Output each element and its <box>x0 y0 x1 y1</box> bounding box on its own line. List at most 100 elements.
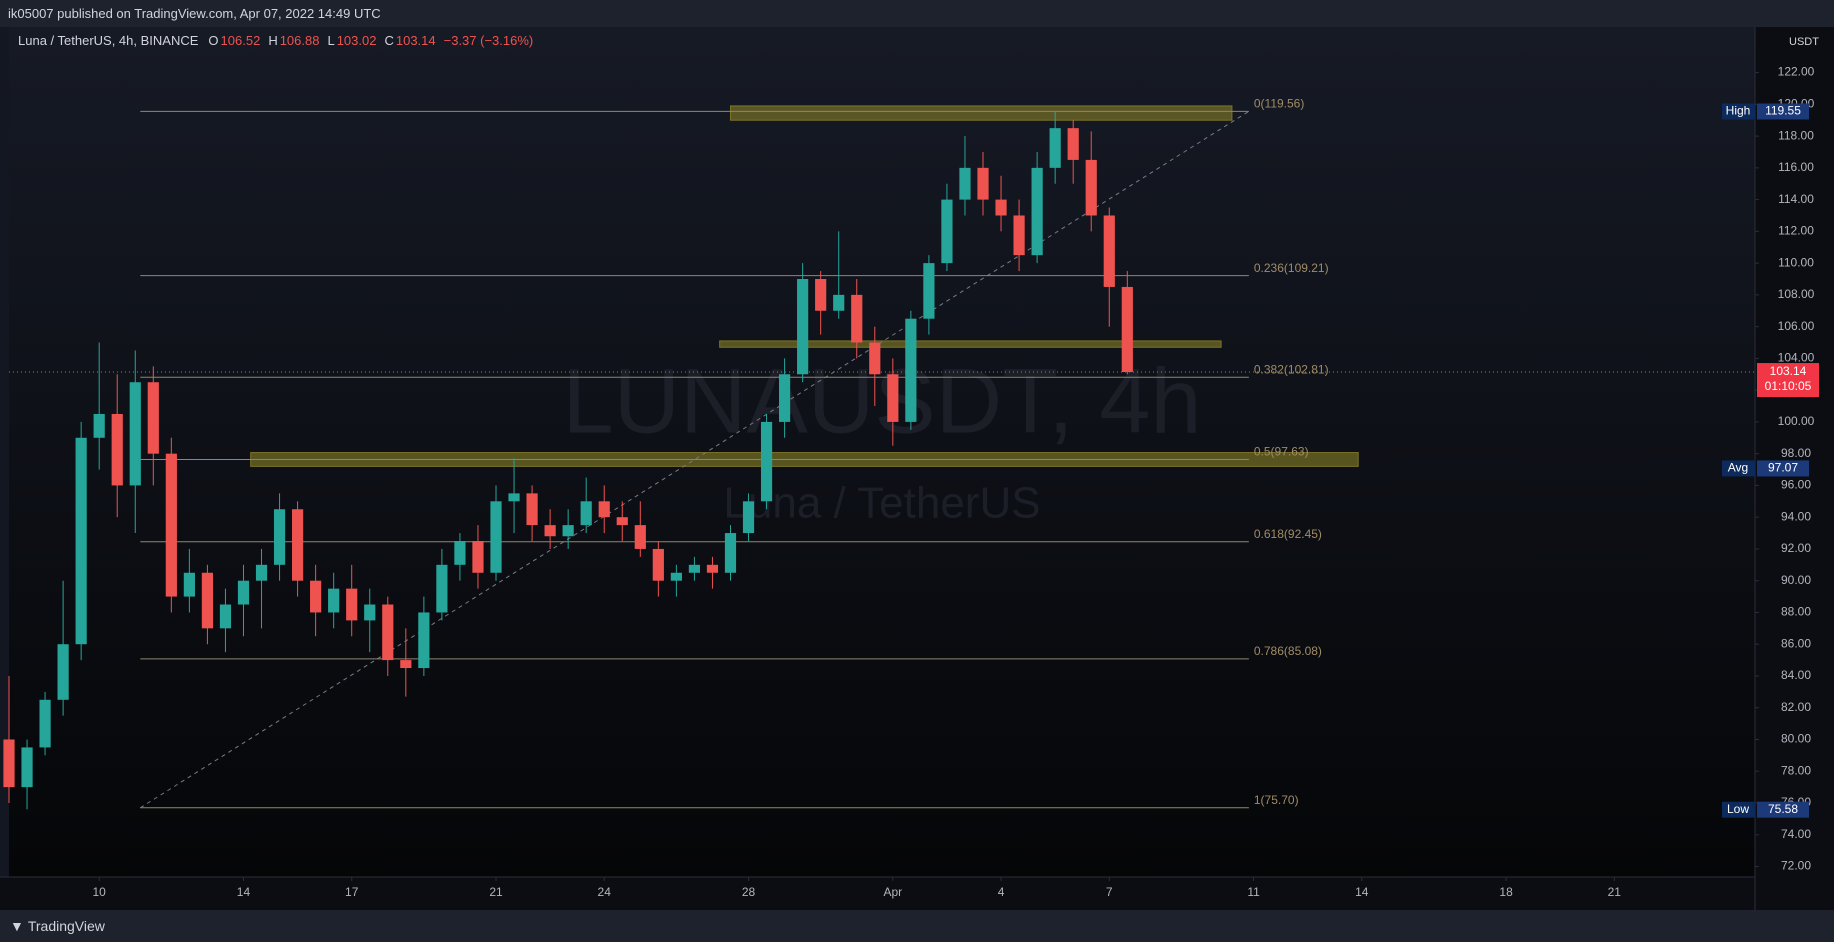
symbol: Luna / TetherUS, 4h, BINANCE <box>18 33 199 48</box>
candle-body <box>995 199 1007 216</box>
candle-body <box>941 199 953 264</box>
footer: ▼ TradingView <box>0 910 1834 942</box>
candle-body <box>472 541 484 573</box>
y-tick-label: 122.00 <box>1778 65 1815 79</box>
candle-body <box>328 588 340 613</box>
candle-body <box>833 294 845 311</box>
candle-body <box>382 604 394 661</box>
fib-label: 0.786(85.08) <box>1254 644 1322 658</box>
y-tick-label: 112.00 <box>1778 224 1814 238</box>
countdown: 01:10:05 <box>1765 379 1812 393</box>
candle-body <box>959 167 971 200</box>
candle-body <box>869 342 881 375</box>
y-tick-label: 110.00 <box>1778 255 1814 269</box>
candle-body <box>851 294 863 343</box>
candle-body <box>75 437 87 645</box>
fib-label: 0.5(97.63) <box>1254 445 1309 459</box>
y-tick-label: 86.00 <box>1781 636 1811 650</box>
candle-body <box>670 572 682 581</box>
y-tick-label: 114.00 <box>1778 192 1814 206</box>
candle-body <box>418 612 430 669</box>
candle-body <box>1085 159 1097 216</box>
candle-body <box>1103 215 1115 287</box>
ohlc-value: 106.88 <box>279 33 320 48</box>
candle-body <box>292 509 304 581</box>
ohlc-value: 103.02 <box>336 33 377 48</box>
y-tick-label: 82.00 <box>1781 700 1811 714</box>
x-tick-label: 21 <box>489 885 503 899</box>
candle-body <box>977 167 989 200</box>
candle-body <box>634 525 646 549</box>
badge-label: Avg <box>1728 461 1748 475</box>
badge-label: High <box>1726 104 1751 118</box>
candle-body <box>742 501 755 534</box>
y-tick-label: 108.00 <box>1778 287 1815 301</box>
ohlc-label: O <box>208 33 219 48</box>
candle-body <box>310 580 322 613</box>
y-tick-label: 78.00 <box>1781 763 1811 777</box>
ohlc-label: C <box>384 33 394 48</box>
zone <box>719 340 1222 348</box>
candle-body <box>201 572 214 629</box>
x-tick-label: 4 <box>998 885 1005 899</box>
publisher: ik05007 published on TradingView.com, Ap… <box>8 6 381 21</box>
candle-body <box>887 374 899 422</box>
badge-label-bg <box>1722 103 1755 120</box>
trend-line <box>140 110 1250 809</box>
badge-value: 75.58 <box>1768 802 1798 816</box>
x-tick-label: 18 <box>1499 885 1513 899</box>
candle-body <box>436 564 448 613</box>
x-tick-label: 14 <box>237 885 251 899</box>
candle-body <box>508 493 520 502</box>
x-tick-label: 10 <box>93 885 107 899</box>
fib-label: 0(119.56) <box>1254 96 1304 110</box>
y-tick-label: 98.00 <box>1781 446 1811 460</box>
candle-body <box>93 413 105 438</box>
y-tick-label: 72.00 <box>1781 859 1811 873</box>
candle-body <box>183 572 195 597</box>
candle-body <box>580 501 592 526</box>
candle-body <box>1067 128 1079 160</box>
fib-label: 1(75.70) <box>1254 793 1299 807</box>
brand: TradingView <box>27 918 105 934</box>
candle-body <box>724 533 737 573</box>
candle-body <box>219 604 232 629</box>
candle-body <box>526 493 538 526</box>
y-tick-label: 90.00 <box>1781 573 1811 587</box>
candle-body <box>129 382 141 486</box>
fib-label: 0.618(92.45) <box>1254 527 1322 541</box>
x-tick-label: 28 <box>742 885 756 899</box>
candle-body <box>688 564 701 573</box>
candle-body <box>706 564 719 573</box>
candle-body <box>364 604 376 621</box>
x-tick-label: 17 <box>345 885 359 899</box>
candle-body <box>255 564 268 581</box>
candle-body <box>21 747 33 788</box>
badge-value: 97.07 <box>1768 461 1798 475</box>
y-tick-label: 96.00 <box>1781 478 1811 492</box>
candle-body <box>400 660 412 669</box>
candle-body <box>598 501 610 518</box>
y-tick-label: 92.00 <box>1781 541 1811 555</box>
y-tick-label: 88.00 <box>1781 605 1811 619</box>
badge-value-bg <box>1757 460 1809 477</box>
time-axis <box>0 877 1755 910</box>
x-tick-label: 21 <box>1608 885 1622 899</box>
candle-body <box>57 644 69 700</box>
x-tick-label: 24 <box>598 885 612 899</box>
badge-label-bg <box>1722 801 1755 818</box>
candle-body <box>652 548 664 581</box>
watermark: LUNAUSDT, 4h <box>562 350 1201 452</box>
y-tick-label: 100.00 <box>1778 414 1815 428</box>
candle-body <box>544 525 556 537</box>
watermark-sub: Luna / TetherUS <box>723 479 1040 528</box>
x-tick-label: 11 <box>1247 885 1260 899</box>
badge-label: Low <box>1727 802 1749 816</box>
badge-value-bg <box>1757 801 1809 818</box>
plot-area <box>9 27 1755 877</box>
badge-value-bg <box>1757 103 1809 120</box>
candle-body <box>39 699 51 748</box>
change: −3.37 (−3.16%) <box>443 33 534 48</box>
